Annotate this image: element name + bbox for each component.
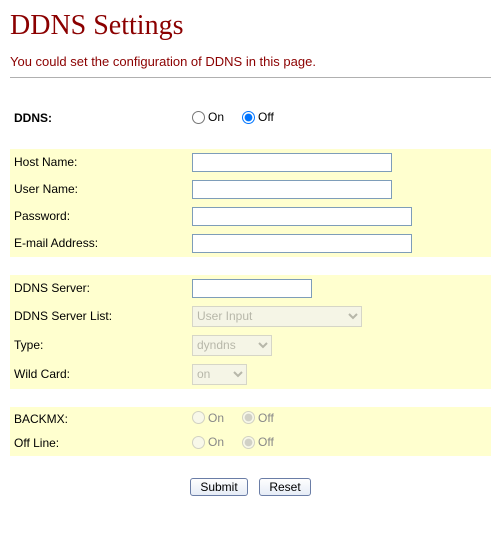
backmx-off-radio[interactable] xyxy=(242,411,255,424)
server-input[interactable] xyxy=(192,279,312,298)
reset-button[interactable]: Reset xyxy=(259,478,310,496)
backmx-on-label: On xyxy=(208,411,224,425)
ddns-enable-radios: On Off xyxy=(192,110,288,124)
ddns-on-label: On xyxy=(208,110,224,124)
button-bar: Submit Reset xyxy=(10,478,491,496)
offline-on-radio[interactable] xyxy=(192,436,205,449)
offline-off-radio[interactable] xyxy=(242,436,255,449)
hostname-label: Host Name: xyxy=(10,149,188,176)
offline-off-label: Off xyxy=(258,435,274,449)
email-label: E-mail Address: xyxy=(10,230,188,257)
ddns-on-radio[interactable] xyxy=(192,111,205,124)
offline-label: Off Line: xyxy=(10,431,188,456)
email-input[interactable] xyxy=(192,234,412,253)
server-label: DDNS Server: xyxy=(10,275,188,302)
type-label: Type: xyxy=(10,331,188,360)
password-input[interactable] xyxy=(192,207,412,226)
ddns-off-label: Off xyxy=(258,110,274,124)
divider xyxy=(10,77,491,78)
backmx-off-label: Off xyxy=(258,411,274,425)
ddns-off-radio[interactable] xyxy=(242,111,255,124)
settings-form: DDNS: On Off Host Name: User xyxy=(10,106,491,456)
username-label: User Name: xyxy=(10,176,188,203)
offline-on-label: On xyxy=(208,435,224,449)
serverlist-select[interactable]: User Input xyxy=(192,306,362,327)
page-title: DDNS Settings xyxy=(10,10,491,42)
page-subtitle: You could set the configuration of DDNS … xyxy=(10,54,491,69)
offline-radios: On Off xyxy=(192,435,288,449)
ddns-enable-label: DDNS: xyxy=(10,106,188,131)
serverlist-label: DDNS Server List: xyxy=(10,302,188,331)
wildcard-label: Wild Card: xyxy=(10,360,188,389)
type-select[interactable]: dyndns xyxy=(192,335,272,356)
backmx-on-radio[interactable] xyxy=(192,411,205,424)
password-label: Password: xyxy=(10,203,188,230)
backmx-radios: On Off xyxy=(192,411,288,425)
username-input[interactable] xyxy=(192,180,392,199)
submit-button[interactable]: Submit xyxy=(190,478,247,496)
backmx-label: BACKMX: xyxy=(10,407,188,432)
hostname-input[interactable] xyxy=(192,153,392,172)
wildcard-select[interactable]: on xyxy=(192,364,247,385)
